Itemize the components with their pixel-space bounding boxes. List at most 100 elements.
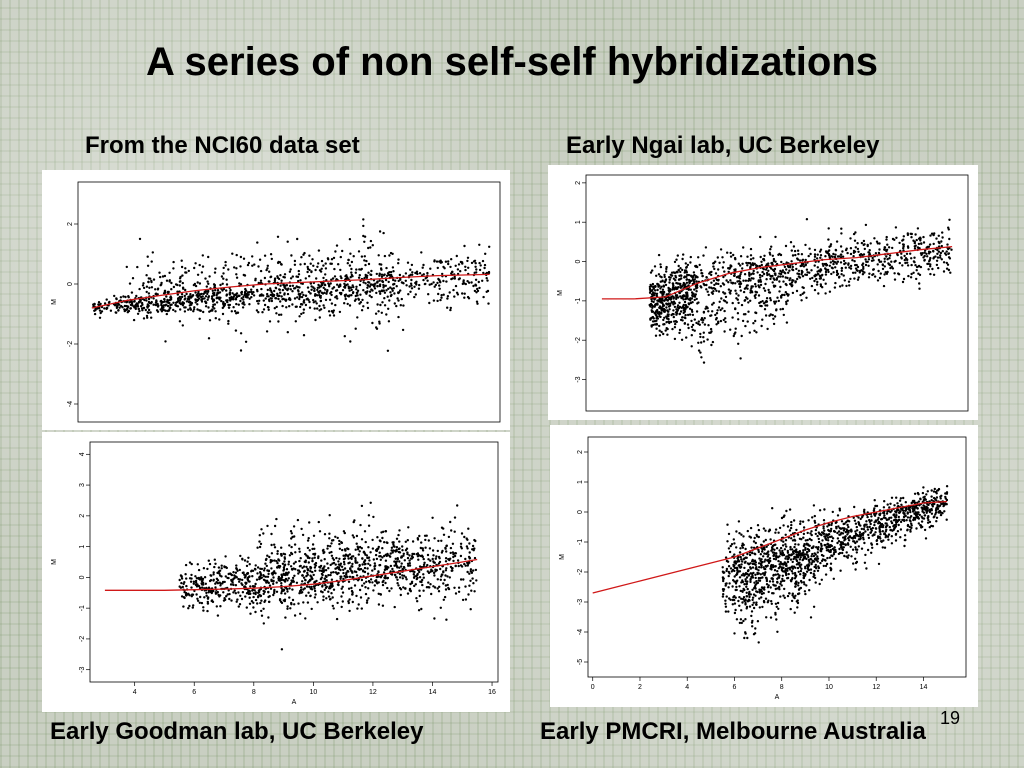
data-point (662, 318, 665, 322)
data-point (180, 595, 184, 598)
data-point (778, 574, 781, 577)
data-point (149, 277, 152, 280)
data-point (239, 283, 243, 286)
data-point (222, 591, 225, 594)
data-point (184, 563, 188, 567)
data-point (709, 327, 713, 331)
data-point (404, 587, 407, 590)
data-point (443, 595, 447, 599)
data-point (392, 544, 395, 548)
data-point (163, 274, 167, 278)
data-point (212, 571, 215, 574)
data-point (249, 612, 252, 615)
data-point (228, 292, 231, 295)
data-point (682, 253, 685, 256)
data-point (139, 305, 143, 308)
data-point (727, 267, 730, 270)
data-point (859, 253, 863, 256)
data-point (769, 313, 772, 316)
data-point (828, 290, 832, 293)
data-point (459, 542, 463, 545)
data-point (351, 562, 354, 566)
data-point (463, 244, 466, 248)
data-point (663, 316, 666, 319)
data-point (833, 286, 837, 289)
data-point (313, 556, 316, 559)
data-point (758, 286, 761, 289)
data-point (720, 297, 723, 300)
data-point (222, 277, 225, 280)
data-point (397, 547, 401, 551)
data-point (658, 300, 661, 303)
data-point (376, 536, 379, 539)
data-point (309, 594, 312, 597)
data-point (428, 586, 431, 589)
data-point (651, 269, 654, 272)
data-point (237, 591, 240, 594)
data-point (365, 601, 369, 604)
data-point (719, 319, 723, 323)
data-point (347, 587, 351, 590)
data-point (716, 309, 719, 312)
data-point (663, 323, 666, 326)
data-point (680, 338, 684, 341)
data-point (860, 516, 864, 519)
data-point (946, 243, 949, 246)
data-point (259, 594, 263, 597)
data-point (469, 608, 472, 611)
data-point (763, 308, 767, 311)
data-point (726, 540, 729, 543)
data-point (207, 282, 210, 285)
data-point (710, 343, 713, 347)
data-point (377, 592, 380, 595)
data-point (149, 302, 153, 305)
data-point (442, 279, 445, 283)
data-point (258, 540, 261, 543)
data-point (929, 272, 932, 276)
data-point (221, 282, 224, 285)
plot-frame (585, 174, 969, 412)
data-point (921, 252, 924, 255)
data-point (336, 536, 339, 540)
data-point (253, 567, 257, 571)
data-point (288, 544, 291, 547)
data-point (737, 262, 740, 265)
data-point (142, 306, 146, 310)
data-point (910, 257, 913, 260)
data-point (308, 306, 312, 309)
data-point (395, 565, 399, 568)
data-point (844, 248, 848, 252)
data-point (150, 279, 153, 283)
data-point (286, 573, 289, 576)
data-point (692, 279, 695, 282)
y-tick-label: 1 (79, 545, 86, 549)
data-point (279, 291, 282, 294)
data-point (693, 273, 696, 277)
data-point (887, 246, 891, 249)
data-point (240, 290, 244, 294)
data-point (786, 569, 789, 572)
data-point (445, 618, 448, 621)
data-point (293, 259, 297, 263)
data-point (362, 561, 366, 564)
data-point (245, 564, 249, 568)
data-point (128, 301, 131, 304)
data-point (349, 252, 352, 255)
data-point (869, 531, 872, 534)
data-point (917, 246, 920, 250)
data-point (868, 249, 871, 252)
data-point (159, 308, 162, 311)
data-point (883, 257, 886, 260)
data-point (185, 577, 188, 580)
data-point (442, 598, 445, 601)
data-point (778, 290, 781, 293)
data-point (334, 571, 338, 574)
data-point (915, 527, 918, 530)
data-point (297, 572, 300, 575)
data-point (323, 558, 326, 561)
data-point (237, 303, 240, 306)
data-point (465, 545, 469, 548)
data-point (145, 314, 149, 318)
data-point (392, 549, 395, 552)
